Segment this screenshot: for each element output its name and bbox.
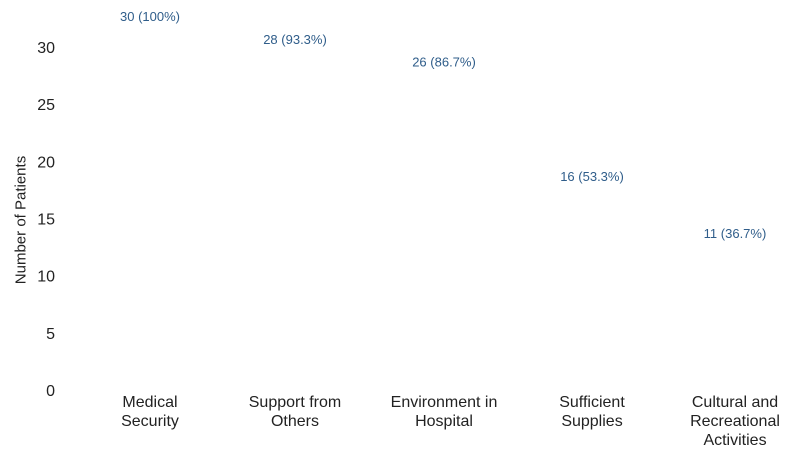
- y-tick-label: 5: [46, 326, 55, 343]
- x-category-label: Sufficient Supplies: [559, 394, 625, 430]
- y-tick-label: 20: [37, 154, 55, 171]
- bar: [265, 70, 325, 390]
- x-category-label: Support from Others: [249, 394, 341, 430]
- data-label: 11 (36.7%): [704, 226, 767, 241]
- y-tick-label: 10: [37, 269, 55, 286]
- x-category-label: Medical Security: [121, 394, 179, 430]
- bar: [562, 207, 622, 390]
- data-label: 26 (86.7%): [412, 55, 476, 70]
- data-label: 30 (100%): [120, 9, 180, 24]
- x-category-label: Environment in Hospital: [391, 394, 498, 430]
- y-tick-label: 15: [37, 212, 55, 229]
- y-tick-label: 25: [37, 97, 55, 114]
- data-label: 28 (93.3%): [263, 32, 327, 47]
- bar: [414, 93, 474, 390]
- y-tick-label: 0: [46, 383, 55, 400]
- bar: [120, 47, 180, 390]
- y-tick-label: 30: [37, 40, 55, 57]
- bar: [705, 264, 765, 390]
- data-label: 16 (53.3%): [560, 169, 624, 184]
- x-category-label: Cultural and Recreational Activities: [690, 394, 780, 449]
